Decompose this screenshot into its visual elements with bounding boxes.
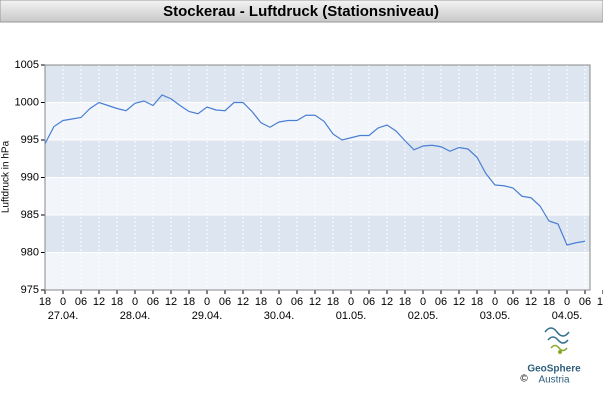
- date-label: 04.05.: [552, 310, 583, 322]
- date-label: 28.04.: [120, 310, 151, 322]
- band: [45, 65, 590, 103]
- x-tick-label: 12: [381, 296, 393, 308]
- x-tick-label: 0: [420, 296, 426, 308]
- copyright: ©: [520, 374, 528, 385]
- band: [45, 140, 590, 178]
- x-tick-label: 18: [471, 296, 483, 308]
- x-tick-label: 06: [579, 296, 591, 308]
- date-label: 01.05.: [336, 310, 367, 322]
- x-tick-label: 12: [237, 296, 249, 308]
- x-tick-label: 12: [597, 296, 603, 308]
- x-tick-label: 0: [132, 296, 138, 308]
- x-tick-label: 0: [60, 296, 66, 308]
- data-line: [44, 94, 586, 246]
- y-tick-label: 985: [21, 209, 39, 221]
- x-tick-label: 12: [309, 296, 321, 308]
- date-label: 27.04.: [48, 310, 79, 322]
- x-tick-label: 12: [453, 296, 465, 308]
- band: [45, 215, 590, 253]
- x-tick-label: 18: [543, 296, 555, 308]
- logo-name: GeoSphere: [527, 364, 581, 375]
- date-label: 30.04.: [264, 310, 295, 322]
- y-tick-label: 995: [21, 134, 39, 146]
- x-tick-label: 06: [219, 296, 231, 308]
- x-tick-label: 06: [75, 296, 87, 308]
- x-tick-label: 06: [435, 296, 447, 308]
- y-tick-label: 980: [21, 246, 39, 258]
- logo-sub: Austria: [538, 375, 570, 386]
- x-tick-label: 0: [348, 296, 354, 308]
- x-tick-label: 18: [327, 296, 339, 308]
- y-axis-label: Luftdruck in hPa: [1, 140, 12, 213]
- y-tick-label: 975: [21, 284, 39, 296]
- x-tick-label: 18: [255, 296, 267, 308]
- plot-border: [44, 64, 591, 291]
- x-tick-label: 12: [525, 296, 537, 308]
- date-label: 29.04.: [192, 310, 223, 322]
- logo: GeoSphere Austria ©: [520, 327, 581, 386]
- y-tick-label: 1000: [15, 96, 39, 108]
- x-tick-label: 06: [147, 296, 159, 308]
- header-bar: [0, 0, 603, 23]
- x-tick-label: 0: [276, 296, 282, 308]
- x-tick-label: 0: [204, 296, 210, 308]
- x-tick-label: 06: [363, 296, 375, 308]
- x-tick-label: 18: [111, 296, 123, 308]
- x-tick-label: 18: [183, 296, 195, 308]
- date-label: 03.05.: [480, 310, 511, 322]
- chart-title: Stockerau - Luftdruck (Stationsniveau): [163, 3, 439, 20]
- x-tick-label: 12: [165, 296, 177, 308]
- x-tick-label: 06: [291, 296, 303, 308]
- logo-icon: [544, 327, 570, 354]
- x-tick-label: 18: [399, 296, 411, 308]
- x-tick-label: 06: [507, 296, 519, 308]
- x-tick-label: 18: [39, 296, 51, 308]
- x-tick-label: 0: [564, 296, 570, 308]
- x-tick-label: 12: [93, 296, 105, 308]
- date-label: 02.05.: [408, 310, 439, 322]
- y-tick-label: 1005: [15, 59, 39, 71]
- x-tick-label: 0: [492, 296, 498, 308]
- y-tick-label: 990: [21, 171, 39, 183]
